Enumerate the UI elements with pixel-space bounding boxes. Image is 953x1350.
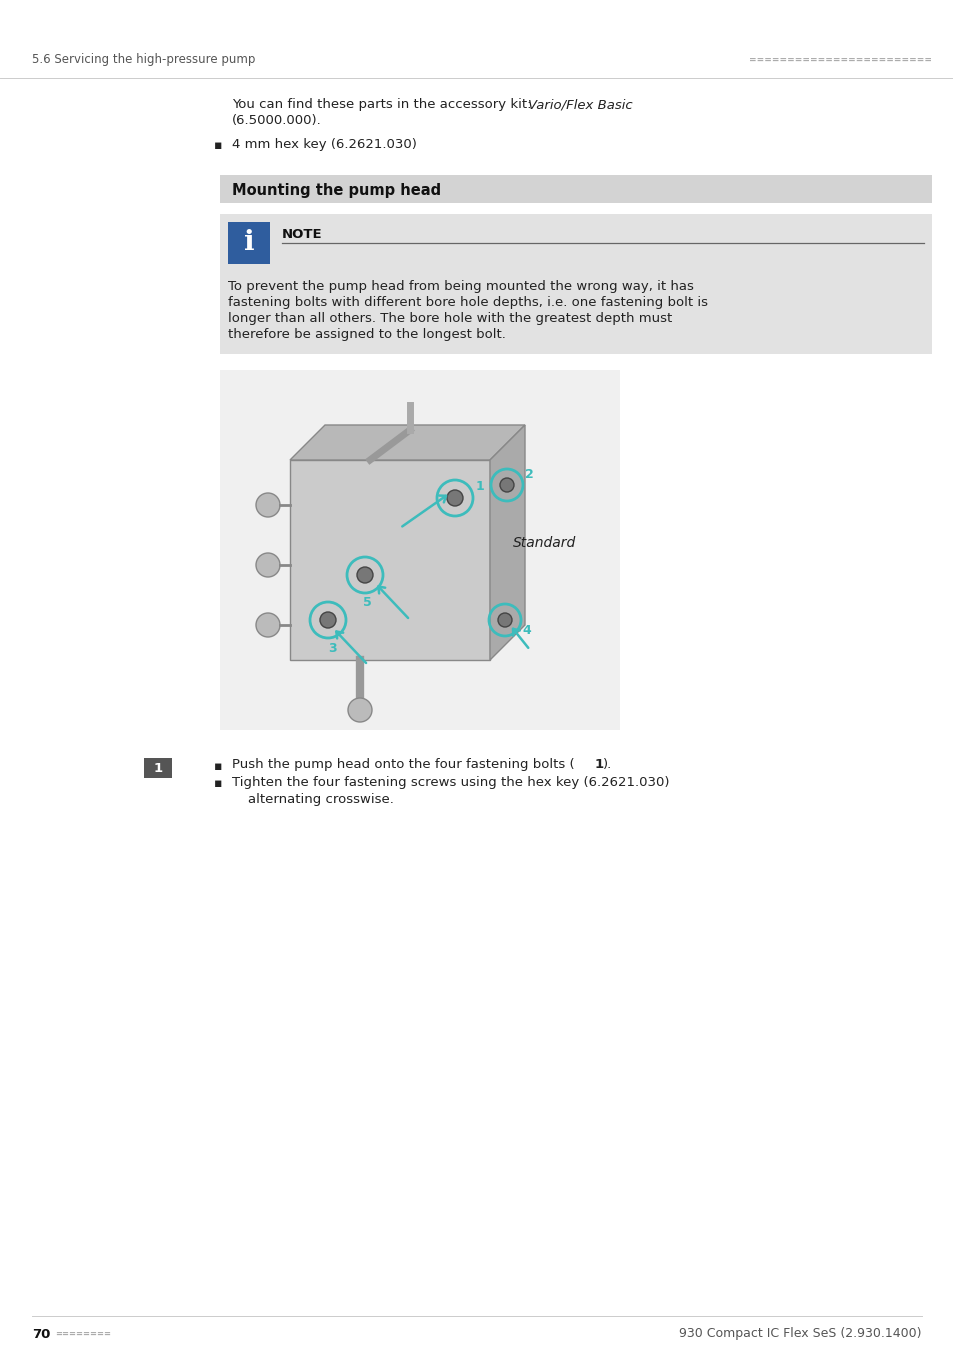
Text: 930 Compact IC Flex SeS (2.930.1400): 930 Compact IC Flex SeS (2.930.1400) <box>679 1327 921 1341</box>
Text: Vario/Flex Basic: Vario/Flex Basic <box>527 99 632 111</box>
Circle shape <box>497 613 512 626</box>
Text: fastening bolts with different bore hole depths, i.e. one fastening bolt is: fastening bolts with different bore hole… <box>228 296 707 309</box>
Text: i: i <box>243 230 254 256</box>
Text: NOTE: NOTE <box>282 228 322 242</box>
Text: ▪: ▪ <box>213 760 222 774</box>
Text: ========: ======== <box>55 1330 111 1338</box>
Bar <box>290 460 490 660</box>
Bar <box>220 215 931 354</box>
Polygon shape <box>490 425 524 660</box>
Text: ).: ). <box>602 757 612 771</box>
Text: alternating crosswise.: alternating crosswise. <box>248 792 394 806</box>
Bar <box>144 757 172 778</box>
Circle shape <box>356 567 373 583</box>
Bar <box>228 221 270 265</box>
Text: 5: 5 <box>362 597 371 609</box>
Circle shape <box>255 493 280 517</box>
Text: 1: 1 <box>595 757 603 771</box>
Circle shape <box>255 554 280 576</box>
Circle shape <box>447 490 462 506</box>
Text: 5.6 Servicing the high-pressure pump: 5.6 Servicing the high-pressure pump <box>32 54 255 66</box>
Text: 3: 3 <box>329 641 337 655</box>
Circle shape <box>255 613 280 637</box>
Text: ========================: ======================== <box>748 55 931 65</box>
Circle shape <box>348 698 372 722</box>
Circle shape <box>499 478 514 491</box>
Text: 4 mm hex key (6.2621.030): 4 mm hex key (6.2621.030) <box>232 138 416 151</box>
Circle shape <box>319 612 335 628</box>
Text: Push the pump head onto the four fastening bolts (: Push the pump head onto the four fasteni… <box>232 757 574 771</box>
Text: ▪: ▪ <box>213 139 222 153</box>
Text: therefore be assigned to the longest bolt.: therefore be assigned to the longest bol… <box>228 328 505 342</box>
Text: To prevent the pump head from being mounted the wrong way, it has: To prevent the pump head from being moun… <box>228 279 693 293</box>
Bar <box>220 370 619 730</box>
Text: longer than all others. The bore hole with the greatest depth must: longer than all others. The bore hole wi… <box>228 312 672 325</box>
Text: ▪: ▪ <box>213 778 222 790</box>
Text: 2: 2 <box>524 468 533 482</box>
Text: You can find these parts in the accessory kit:: You can find these parts in the accessor… <box>232 99 536 111</box>
Text: 1: 1 <box>476 479 484 493</box>
Text: Mounting the pump head: Mounting the pump head <box>232 182 440 197</box>
Text: 70: 70 <box>32 1327 51 1341</box>
Text: (6.5000.000).: (6.5000.000). <box>232 113 321 127</box>
Bar <box>220 176 931 202</box>
Text: 4: 4 <box>522 624 531 636</box>
Text: Tighten the four fastening screws using the hex key (6.2621.030): Tighten the four fastening screws using … <box>232 776 669 788</box>
Text: Standard: Standard <box>512 536 576 549</box>
Text: 1: 1 <box>153 761 162 775</box>
Polygon shape <box>290 425 524 460</box>
